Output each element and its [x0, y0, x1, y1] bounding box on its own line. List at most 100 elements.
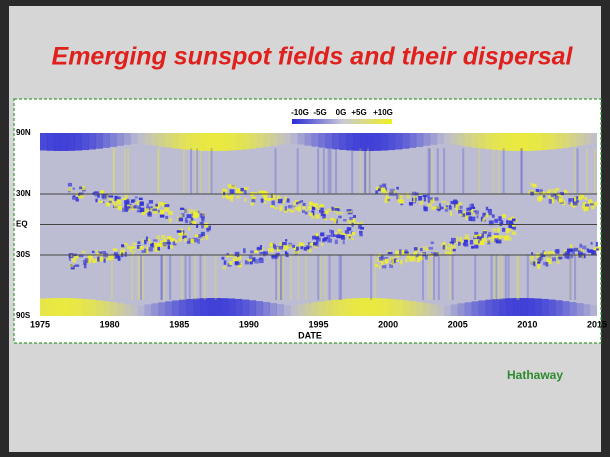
surge: [140, 255, 142, 300]
polar-field: [40, 133, 47, 150]
spot-field: [590, 203, 594, 205]
spot-field: [296, 247, 299, 251]
y-label: 30N: [16, 189, 31, 198]
spot-field: [308, 206, 311, 210]
polar-field: [284, 133, 291, 144]
spot-field: [442, 201, 446, 203]
x-label: 1980: [100, 319, 120, 329]
polar-field: [332, 133, 339, 149]
spot-field: [381, 255, 384, 259]
surge: [158, 148, 160, 193]
polar-field: [312, 302, 319, 316]
spot-field: [148, 212, 152, 216]
polar-field: [339, 299, 346, 316]
spot-field: [121, 244, 124, 247]
spot-field: [464, 240, 468, 243]
spot-field: [488, 213, 492, 215]
spot-field: [428, 204, 432, 207]
polar-field: [144, 304, 151, 316]
spot-field: [118, 206, 122, 210]
spot-field: [352, 232, 356, 235]
surge: [329, 255, 331, 300]
spot-field: [295, 207, 297, 210]
spot-field: [187, 214, 192, 218]
surge: [290, 255, 292, 300]
spot-field: [379, 185, 381, 188]
spot-field: [149, 200, 153, 204]
surge: [200, 148, 202, 193]
spot-field: [381, 260, 384, 265]
spot-field: [104, 258, 106, 262]
polar-field: [47, 298, 54, 316]
spot-field: [259, 258, 264, 263]
spot-field: [475, 210, 479, 214]
spot-field: [474, 245, 478, 249]
polar-field: [131, 305, 138, 316]
surge: [521, 148, 523, 193]
surge: [274, 148, 276, 193]
polar-field: [151, 303, 158, 316]
spot-field: [157, 247, 160, 251]
y-label: 90N: [16, 128, 31, 137]
spot-field: [349, 236, 351, 238]
surge: [428, 255, 430, 300]
spot-field: [300, 246, 303, 249]
spot-field: [335, 240, 338, 244]
spot-field: [236, 262, 240, 265]
polar-field: [221, 298, 228, 316]
spot-field: [584, 207, 586, 212]
spot-field: [502, 228, 505, 232]
surge: [586, 148, 588, 193]
spot-field: [327, 239, 332, 243]
spot-field: [288, 205, 292, 208]
spot-field: [471, 246, 474, 249]
spot-field: [103, 194, 106, 197]
spot-field: [400, 199, 404, 203]
spot-field: [188, 227, 190, 231]
spot-field: [144, 249, 146, 253]
spot-field: [451, 238, 456, 243]
spot-field: [193, 213, 198, 218]
spot-field: [456, 236, 458, 240]
polar-field: [374, 133, 381, 151]
spot-field: [305, 209, 308, 211]
spot-field: [259, 252, 263, 254]
spot-field: [229, 261, 232, 265]
spot-field: [508, 218, 511, 220]
spot-field: [578, 197, 582, 200]
spot-field: [339, 230, 342, 234]
spot-field: [494, 233, 499, 235]
polar-field: [319, 301, 326, 316]
spot-field: [243, 248, 246, 253]
spot-field: [466, 211, 471, 215]
polar-field: [325, 133, 332, 149]
polar-field: [430, 133, 437, 145]
spot-field: [479, 234, 481, 237]
polar-field: [54, 133, 61, 151]
spot-field: [257, 247, 260, 251]
spot-field: [343, 240, 345, 244]
polar-field: [242, 300, 249, 316]
spot-field: [293, 202, 296, 207]
spot-field: [166, 242, 171, 244]
spot-field: [93, 260, 96, 262]
surge: [189, 255, 191, 300]
surge: [328, 148, 330, 193]
polar-field: [500, 299, 507, 316]
surge: [209, 148, 211, 193]
polar-field: [395, 133, 402, 149]
spot-field: [139, 198, 143, 200]
polar-field: [493, 299, 500, 316]
spot-field: [201, 237, 203, 240]
spot-field: [229, 196, 234, 199]
spot-field: [122, 198, 126, 200]
polar-field: [520, 298, 527, 316]
x-label: 1975: [30, 319, 50, 329]
spot-field: [230, 189, 235, 194]
spot-field: [95, 199, 97, 203]
polar-field: [256, 301, 263, 316]
spot-field: [566, 191, 568, 195]
spot-field: [317, 206, 320, 210]
polar-field: [451, 304, 458, 316]
spot-field: [559, 199, 564, 204]
